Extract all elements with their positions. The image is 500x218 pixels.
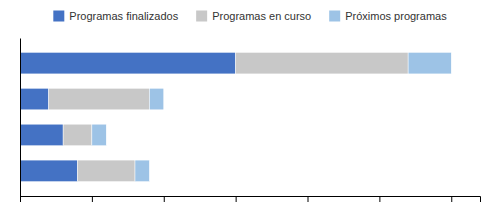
x-tick-mark	[236, 196, 237, 202]
x-tick-mark	[308, 196, 309, 202]
x-tick	[379, 196, 380, 202]
bar	[78, 160, 136, 182]
bar	[20, 52, 236, 74]
bar	[149, 88, 163, 110]
y-axis-line	[20, 39, 21, 197]
x-tick	[308, 196, 309, 202]
x-tick	[236, 196, 237, 202]
legend-label: Próximos programas	[345, 10, 447, 22]
legend-item: Programas finalizados	[53, 10, 178, 22]
x-tick-mark	[20, 196, 21, 202]
bar	[20, 124, 63, 146]
legend-item: Próximos programas	[329, 10, 447, 22]
bar	[63, 124, 92, 146]
plot-area	[20, 39, 481, 203]
chart-container: Programas finalizados Programas en curso P…	[0, 0, 500, 218]
series-bars	[20, 52, 236, 181]
x-tick	[164, 196, 165, 202]
legend-label: Programas finalizados	[69, 10, 178, 22]
legend-swatch	[196, 11, 207, 22]
legend-swatch	[53, 11, 64, 22]
bar	[49, 88, 150, 110]
x-tick	[451, 196, 452, 202]
x-tick-mark	[92, 196, 93, 202]
bar	[20, 160, 78, 182]
legend-label: Programas en curso	[212, 10, 311, 22]
series-bars	[49, 52, 408, 181]
bars	[20, 52, 451, 181]
legend: Programas finalizados Programas en curso P…	[53, 10, 447, 22]
bar	[236, 52, 409, 74]
x-tick	[20, 196, 21, 202]
x-axis-line	[21, 197, 481, 203]
chart-svg: Programas finalizados Programas en curso P…	[0, 0, 500, 218]
x-tick	[92, 196, 93, 202]
bar	[92, 124, 106, 146]
x-tick-mark	[379, 196, 380, 202]
x-tick-mark	[451, 196, 452, 202]
x-tick-mark	[164, 196, 165, 202]
y-axis	[20, 39, 22, 197]
bar	[135, 160, 149, 182]
x-axis	[21, 196, 481, 202]
series-bars	[92, 52, 451, 181]
bar	[408, 52, 451, 74]
bar	[20, 88, 49, 110]
legend-swatch	[329, 11, 340, 22]
legend-item: Programas en curso	[196, 10, 311, 22]
